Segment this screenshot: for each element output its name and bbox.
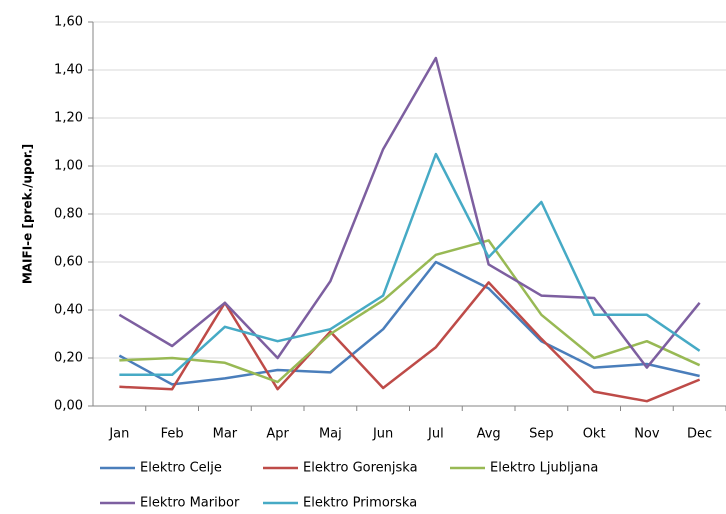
legend-label: Elektro Maribor [140,496,240,511]
x-tick-label: Feb [161,427,184,442]
y-axis-label: MAIFI-e [prek./upor.] [21,144,35,284]
x-tick-label: Apr [266,427,289,442]
series-line [119,239,701,384]
legend-label: Elektro Gorenjska [303,461,418,476]
x-tick-label: Mar [213,427,238,442]
y-tick-label: 0,20 [54,351,83,366]
x-tick-label: Jul [427,427,444,442]
y-tick-label: 0,00 [54,399,83,414]
y-tick-label: 1,60 [54,15,83,30]
series-line [118,56,701,369]
legend-label: Elektro Ljubljana [490,461,598,476]
series-line [119,152,701,377]
x-tick-label: Nov [634,427,660,442]
legend-label: Elektro Primorska [303,496,417,511]
x-tick-label: Avg [477,427,501,442]
x-tick-label: Maj [319,427,342,442]
y-tick-label: 0,40 [54,303,83,318]
y-tick-label: 1,40 [54,63,83,78]
x-tick-label: Jun [372,427,393,442]
y-tick-label: 0,60 [54,255,83,270]
series-line [119,281,701,403]
x-tick-label: Okt [583,427,606,442]
x-tick-label: Jan [108,427,129,442]
y-tick-label: 1,20 [54,111,83,126]
series-line [118,260,700,386]
x-tick-label: Sep [529,427,554,442]
y-tick-label: 0,80 [54,207,83,222]
x-tick-label: Dec [687,427,712,442]
legend-label: Elektro Celje [140,461,222,476]
y-tick-label: 1,00 [54,159,83,174]
